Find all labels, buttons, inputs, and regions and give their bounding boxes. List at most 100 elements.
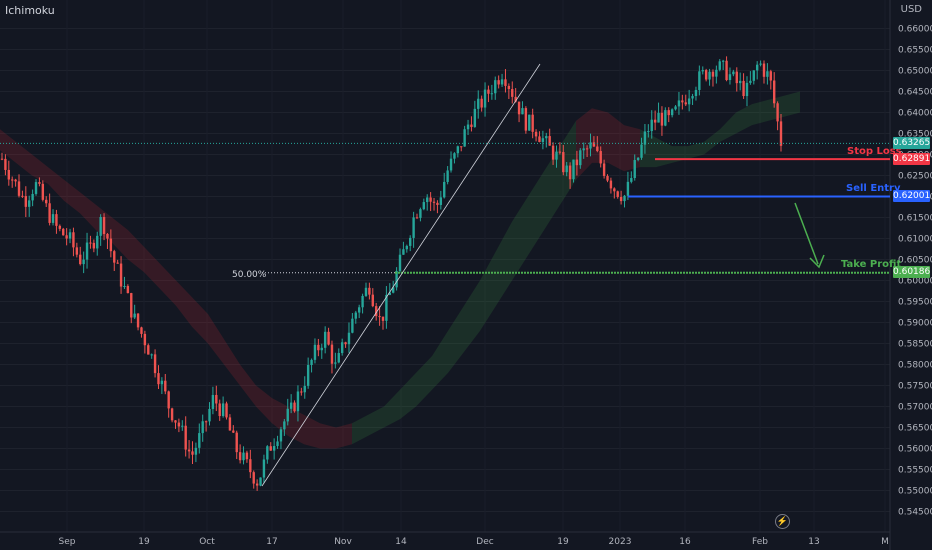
candle-body bbox=[647, 131, 650, 133]
candle-body bbox=[572, 159, 575, 180]
candle-body bbox=[514, 96, 517, 102]
price-tick-label: 0.56000 bbox=[898, 445, 932, 455]
candle-body bbox=[769, 71, 772, 81]
candle-body bbox=[211, 394, 215, 409]
fib-level-label: 50.00% bbox=[232, 270, 267, 280]
price-tick-label: 0.57500 bbox=[898, 382, 932, 392]
cloud-segment bbox=[560, 120, 576, 205]
candle-body bbox=[694, 89, 698, 97]
cloud-segment bbox=[16, 141, 32, 176]
trend-line bbox=[261, 63, 541, 487]
candle-body bbox=[184, 425, 187, 450]
candle-body bbox=[555, 151, 558, 160]
cloud-segment bbox=[752, 99, 768, 126]
candle-body bbox=[14, 179, 17, 182]
candle-body bbox=[691, 96, 694, 99]
cloud-segment bbox=[512, 196, 528, 281]
candle-body bbox=[126, 286, 130, 294]
candle-body bbox=[405, 245, 409, 250]
candle-body bbox=[395, 271, 398, 288]
time-tick-label: Nov bbox=[334, 537, 352, 547]
cloud-segment bbox=[672, 146, 688, 163]
candle-body bbox=[106, 233, 109, 239]
candle-body bbox=[357, 307, 361, 313]
candle-body bbox=[334, 362, 337, 364]
candle-body bbox=[323, 331, 327, 348]
time-axis[interactable]: Sep 19 Oct 17 Nov 14 Dec 19 2023 16 Feb 13 M bbox=[59, 537, 889, 547]
indicator-label[interactable]: Ichimoku bbox=[5, 4, 55, 17]
time-tick-label: 17 bbox=[266, 537, 277, 547]
candle-body bbox=[558, 151, 562, 153]
candle-body bbox=[772, 80, 776, 104]
candle-body bbox=[198, 433, 201, 448]
price-tick-label: 0.60000 bbox=[898, 277, 932, 287]
candle-body bbox=[460, 146, 463, 148]
cloud-segment bbox=[32, 154, 48, 184]
time-tick-label: 2023 bbox=[609, 537, 632, 547]
price-tick-label: 0.65000 bbox=[898, 67, 932, 77]
candle-body bbox=[779, 121, 783, 146]
candle-body bbox=[296, 391, 300, 412]
candle-body bbox=[504, 79, 507, 86]
time-tick-label: Feb bbox=[752, 537, 768, 547]
candle-body bbox=[630, 177, 633, 182]
cloud-segment bbox=[208, 314, 224, 365]
candle-body bbox=[191, 451, 194, 455]
cloud-segment bbox=[688, 141, 704, 159]
candle-body bbox=[606, 175, 609, 181]
price-tick-label: 0.63500 bbox=[898, 130, 932, 140]
candle-body bbox=[551, 145, 555, 160]
candle-body bbox=[412, 217, 415, 238]
candle-body bbox=[500, 79, 504, 85]
time-tick-label: 19 bbox=[557, 537, 569, 547]
candle-body bbox=[766, 71, 769, 77]
candle-body bbox=[123, 286, 126, 288]
candle-body bbox=[51, 214, 55, 223]
candle-body bbox=[466, 124, 470, 130]
candle-body bbox=[187, 449, 191, 452]
cloud-segment bbox=[48, 167, 64, 201]
candle-body bbox=[150, 354, 153, 356]
time-tick-label: Sep bbox=[59, 537, 76, 547]
candle-body bbox=[41, 183, 45, 200]
cloud-segment bbox=[608, 112, 624, 172]
candle-body bbox=[483, 89, 487, 108]
price-tick-label: 0.61000 bbox=[898, 235, 932, 245]
candle-body bbox=[545, 136, 548, 139]
cloud-segment bbox=[592, 108, 608, 163]
cloud-segment bbox=[224, 339, 240, 386]
candle-body bbox=[684, 102, 687, 105]
candle-body bbox=[531, 114, 534, 132]
cloud-segment bbox=[768, 95, 784, 121]
candle-body bbox=[204, 421, 208, 423]
candle-body bbox=[238, 452, 242, 461]
cloud-segment bbox=[384, 389, 400, 428]
lightning-icon[interactable]: ⚡ bbox=[775, 514, 790, 529]
cloud-segment bbox=[784, 91, 800, 117]
price-tick-label: 0.55000 bbox=[898, 487, 932, 497]
candle-body bbox=[201, 421, 204, 434]
candle-body bbox=[477, 98, 480, 109]
candle-body bbox=[75, 247, 79, 255]
candle-body bbox=[521, 108, 524, 115]
candle-body bbox=[640, 144, 643, 158]
candle-body bbox=[327, 331, 330, 345]
candle-body bbox=[687, 98, 691, 105]
candle-body bbox=[524, 108, 528, 131]
candle-body bbox=[65, 235, 68, 239]
time-tick-label: 19 bbox=[138, 537, 150, 547]
price-axis[interactable]: 0.66000 0.65500 0.65000 0.64500 0.64000 0.635… bbox=[898, 25, 932, 518]
candle-body bbox=[402, 249, 405, 255]
cloud-segment bbox=[480, 251, 496, 331]
candle-body bbox=[602, 163, 606, 176]
price-tick-label: 0.58000 bbox=[898, 361, 932, 371]
candle-body bbox=[487, 89, 490, 94]
candle-body bbox=[670, 109, 674, 116]
candle-body bbox=[480, 98, 483, 108]
candle-body bbox=[351, 318, 354, 333]
candle-body bbox=[490, 93, 494, 95]
candle-body bbox=[704, 70, 708, 80]
candle-body bbox=[415, 217, 419, 219]
trade-drawings[interactable] bbox=[0, 63, 890, 487]
